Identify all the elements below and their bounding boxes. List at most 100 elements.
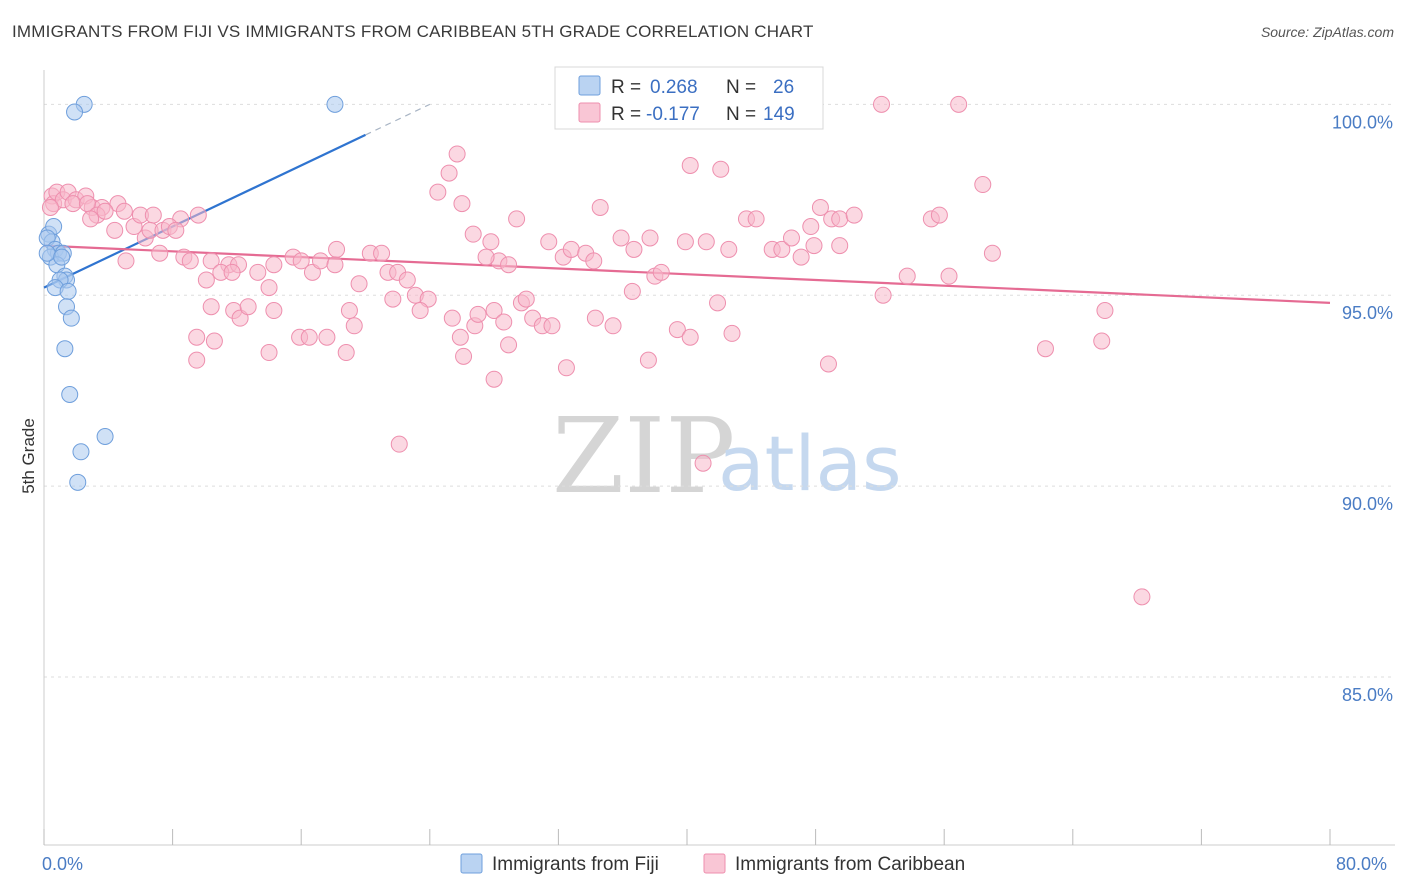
point-carib bbox=[115, 202, 133, 220]
legend-swatch-caribbean bbox=[578, 102, 601, 123]
legend-r-value-caribbean: -0.177 bbox=[646, 104, 700, 125]
point-carib bbox=[641, 229, 659, 247]
legend-n-value-caribbean: 149 bbox=[763, 104, 795, 125]
point-carib bbox=[239, 298, 257, 316]
point-carib bbox=[898, 267, 916, 285]
point-carib bbox=[668, 321, 686, 339]
point-carib bbox=[300, 328, 318, 346]
legend-r-label-caribbean: R = bbox=[611, 104, 641, 125]
point-carib bbox=[189, 206, 207, 224]
point-carib bbox=[188, 351, 206, 369]
y-tick-label: 100.0% bbox=[1332, 112, 1393, 132]
point-carib bbox=[249, 263, 267, 281]
point-carib bbox=[429, 183, 447, 201]
y-tick-labels: 85.0% 90.0% 95.0% 100.0% bbox=[1332, 112, 1393, 705]
point-carib bbox=[455, 347, 473, 365]
point-carib bbox=[485, 370, 503, 388]
watermark-atlas: atlas bbox=[718, 419, 902, 508]
point-fiji bbox=[69, 473, 87, 491]
point-carib bbox=[337, 344, 355, 362]
point-carib bbox=[318, 328, 336, 346]
point-carib bbox=[773, 240, 791, 258]
point-carib bbox=[398, 271, 416, 289]
point-carib bbox=[41, 198, 59, 216]
point-carib bbox=[782, 229, 800, 247]
point-carib bbox=[328, 240, 346, 258]
point-carib bbox=[940, 267, 958, 285]
point-carib bbox=[223, 263, 241, 281]
point-carib bbox=[292, 252, 310, 270]
point-carib bbox=[265, 256, 283, 274]
point-carib bbox=[181, 252, 199, 270]
point-carib bbox=[543, 317, 561, 335]
point-carib bbox=[345, 317, 363, 335]
point-carib bbox=[802, 218, 820, 236]
point-carib bbox=[477, 248, 495, 266]
point-carib bbox=[676, 233, 694, 251]
point-carib bbox=[540, 233, 558, 251]
trend-line-carib bbox=[43, 244, 1331, 304]
point-carib bbox=[873, 95, 891, 113]
point-carib bbox=[819, 355, 837, 373]
point-carib bbox=[260, 279, 278, 297]
point-carib bbox=[930, 206, 948, 224]
point-carib bbox=[625, 240, 643, 258]
point-carib bbox=[350, 275, 368, 293]
point-fiji bbox=[62, 309, 80, 327]
point-carib bbox=[202, 298, 220, 316]
series-legend: Immigrants from Fiji Immigrants from Car… bbox=[460, 853, 965, 875]
point-carib bbox=[451, 328, 469, 346]
point-carib bbox=[390, 435, 408, 453]
y-tick-label: 85.0% bbox=[1342, 685, 1393, 705]
point-carib bbox=[482, 233, 500, 251]
point-carib bbox=[1096, 302, 1114, 320]
legend-r-value-fiji: 0.268 bbox=[650, 77, 698, 98]
data-points bbox=[38, 95, 1151, 606]
point-fiji bbox=[326, 95, 344, 113]
point-carib bbox=[681, 156, 699, 174]
point-carib bbox=[805, 237, 823, 255]
point-carib bbox=[469, 305, 487, 323]
point-carib bbox=[639, 351, 657, 369]
point-carib bbox=[411, 302, 429, 320]
point-carib bbox=[557, 359, 575, 377]
point-carib bbox=[709, 294, 727, 312]
axes bbox=[43, 70, 1395, 846]
legend-n-value-fiji: 26 bbox=[773, 77, 794, 98]
point-carib bbox=[197, 271, 215, 289]
point-fiji bbox=[96, 428, 114, 446]
point-carib bbox=[326, 256, 344, 274]
point-carib bbox=[586, 309, 604, 327]
point-carib bbox=[167, 221, 185, 239]
point-carib bbox=[697, 233, 715, 251]
point-carib bbox=[205, 332, 223, 350]
point-fiji bbox=[72, 443, 90, 461]
point-carib bbox=[585, 252, 603, 270]
point-carib bbox=[440, 164, 458, 182]
point-carib bbox=[188, 328, 206, 346]
point-carib bbox=[453, 195, 471, 213]
point-carib bbox=[983, 244, 1001, 262]
point-carib bbox=[1133, 588, 1151, 606]
chart-title: IMMIGRANTS FROM FIJI VS IMMIGRANTS FROM … bbox=[12, 22, 814, 41]
point-carib bbox=[950, 95, 968, 113]
legend-n-label-fiji: N = bbox=[726, 77, 756, 98]
point-fiji bbox=[53, 248, 71, 266]
point-carib bbox=[464, 225, 482, 243]
point-carib bbox=[845, 206, 863, 224]
point-carib bbox=[874, 286, 892, 304]
bottom-legend-label-caribbean: Immigrants from Caribbean bbox=[735, 854, 965, 875]
point-carib bbox=[747, 210, 765, 228]
point-carib bbox=[712, 160, 730, 178]
y-tick-label: 95.0% bbox=[1342, 303, 1393, 323]
bottom-legend-swatch-caribbean bbox=[703, 853, 726, 874]
legend-swatch-fiji bbox=[578, 75, 601, 96]
point-fiji bbox=[61, 386, 79, 404]
point-carib bbox=[974, 176, 992, 194]
point-carib bbox=[792, 248, 810, 266]
point-carib bbox=[1036, 340, 1054, 358]
point-carib bbox=[652, 263, 670, 281]
point-carib bbox=[831, 210, 849, 228]
point-carib bbox=[117, 252, 135, 270]
